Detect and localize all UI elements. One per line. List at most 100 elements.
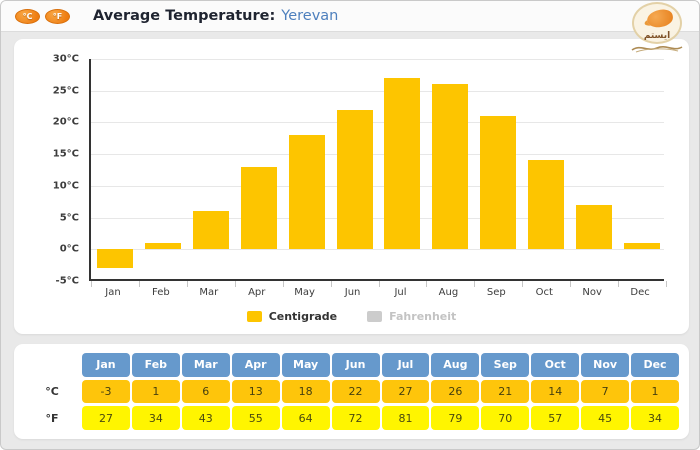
table-cell-nov: 7 — [581, 379, 630, 404]
table-header-apr: Apr — [231, 353, 280, 377]
x-axis-tick — [618, 281, 620, 287]
gridline — [91, 90, 664, 92]
bar-feb — [144, 242, 181, 250]
legend-item-fahrenheit[interactable]: Fahrenheit — [367, 310, 456, 323]
x-axis-tick — [666, 281, 667, 287]
x-axis-tick — [426, 281, 428, 287]
gridline — [91, 249, 664, 251]
table-header-aug: Aug — [431, 353, 480, 377]
table-header-oct: Oct — [531, 353, 580, 377]
x-axis-label-oct: Oct — [535, 287, 553, 298]
gridline — [91, 122, 664, 124]
x-axis-tick — [522, 281, 524, 287]
table-cell-jul: 27 — [381, 379, 430, 404]
legend-swatch-icon — [367, 311, 383, 322]
x-axis-label-may: May — [294, 287, 315, 298]
logo-badge-icon: ايستم — [632, 2, 682, 44]
celsius-toggle-button[interactable]: °C — [15, 8, 40, 24]
bar-mar — [192, 211, 229, 250]
temperature-table-card: Jan Feb Mar Apr May Jun Jul Aug Sep Oct Nov Dec °C -3… — [14, 344, 689, 439]
table-cell-dec: 1 — [631, 379, 679, 404]
table-header-dec: Dec — [631, 353, 679, 377]
y-axis-tick-label: 30°C — [52, 53, 79, 65]
y-axis-tick-label: -5°C — [55, 275, 79, 287]
table-cell-jun: 22 — [331, 379, 380, 404]
table-cell-apr: 55 — [231, 406, 280, 430]
table-row-label: °F — [24, 406, 80, 430]
table-header-jan: Jan — [82, 353, 130, 377]
table-cell-apr: 13 — [231, 379, 280, 404]
x-axis-tick — [186, 281, 188, 287]
temperature-table: Jan Feb Mar Apr May Jun Jul Aug Sep Oct Nov Dec °C -3… — [24, 353, 679, 430]
table-header-nov: Nov — [581, 353, 630, 377]
x-axis-label-apr: Apr — [248, 287, 266, 298]
chart-legend: Centigrade Fahrenheit — [14, 310, 689, 323]
page-title: Average Temperature: — [93, 8, 276, 24]
bar-jun — [336, 109, 373, 250]
x-axis-tick — [570, 281, 572, 287]
x-axis-labels: Jan Feb Mar Apr May Jun Jul Aug Sep Oct Nov Dec — [89, 287, 664, 298]
bar-apr — [240, 166, 277, 250]
bar-jul — [384, 78, 421, 250]
table-row-label: °C — [24, 379, 80, 404]
bar-aug — [432, 84, 469, 250]
table-cell-sep: 21 — [481, 379, 530, 404]
bar-sep — [480, 116, 517, 250]
table-corner-cell — [24, 353, 80, 377]
site-logo: ايستم — [620, 2, 694, 60]
table-cell-oct: 14 — [531, 379, 580, 404]
y-axis-labels: 30°C 25°C 20°C 15°C 10°C 5°C 0°C -5°C — [14, 54, 87, 287]
x-axis-tick — [234, 281, 236, 287]
bar-oct — [528, 160, 565, 250]
table-cell-dec: 34 — [631, 406, 679, 430]
table-header-feb: Feb — [131, 353, 180, 377]
table-cell-mar: 43 — [181, 406, 230, 430]
y-axis-tick-label: 5°C — [59, 212, 79, 224]
y-axis-tick-label: 0°C — [59, 243, 79, 255]
table-header-sep: Sep — [481, 353, 530, 377]
x-axis-label-nov: Nov — [582, 287, 602, 298]
table-cell-oct: 57 — [531, 406, 580, 430]
table-cell-jan: 27 — [82, 406, 130, 430]
x-axis-label-jan: Jan — [105, 287, 121, 298]
table-cell-feb: 1 — [131, 379, 180, 404]
y-axis-tick-label: 25°C — [52, 85, 79, 97]
x-axis-label-dec: Dec — [630, 287, 650, 298]
table-cell-nov: 45 — [581, 406, 630, 430]
gridline — [91, 154, 664, 156]
bar-jan — [96, 249, 133, 269]
table-cell-mar: 6 — [181, 379, 230, 404]
table-header-may: May — [281, 353, 330, 377]
x-axis-tick — [91, 281, 92, 287]
bar-may — [288, 135, 325, 250]
gridline — [91, 217, 664, 219]
fahrenheit-toggle-button[interactable]: °F — [45, 8, 70, 24]
temperature-chart-card: 30°C 25°C 20°C 15°C 10°C 5°C 0°C -5°C Jan Feb Mar… — [14, 39, 689, 334]
header-bar: °C °F Average Temperature: Yerevan — [1, 1, 699, 32]
table-header-jun: Jun — [331, 353, 380, 377]
table-cell-jan: -3 — [82, 379, 130, 404]
table-cell-aug: 26 — [431, 379, 480, 404]
y-axis-tick-label: 10°C — [52, 180, 79, 192]
x-axis-tick — [138, 281, 140, 287]
legend-item-centigrade[interactable]: Centigrade — [246, 310, 338, 323]
x-axis-label-aug: Aug — [438, 287, 459, 298]
logo-orange-blob-icon — [645, 7, 675, 30]
logo-flourish-icon — [631, 46, 683, 53]
city-name: Yerevan — [281, 8, 339, 24]
gridline — [91, 185, 664, 187]
bar-nov — [576, 204, 613, 250]
y-axis-tick-label: 20°C — [52, 116, 79, 128]
table-cell-jul: 81 — [381, 406, 430, 430]
x-axis-label-jul: Jul — [394, 287, 407, 298]
legend-label: Centigrade — [268, 310, 338, 323]
table-cell-may: 64 — [281, 406, 330, 430]
x-axis-label-mar: Mar — [199, 287, 219, 298]
table-cell-aug: 79 — [431, 406, 480, 430]
table-header-mar: Mar — [181, 353, 230, 377]
plot-area — [89, 59, 667, 287]
x-axis-label-sep: Sep — [486, 287, 506, 298]
x-axis-label-jun: Jun — [344, 287, 361, 298]
logo-script-text: ايستم — [643, 31, 671, 41]
